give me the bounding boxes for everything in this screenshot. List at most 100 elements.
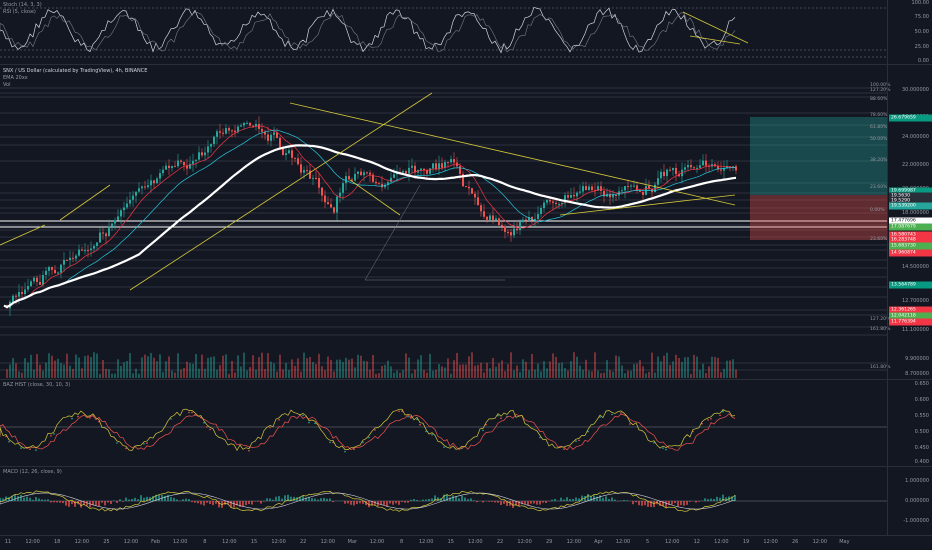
- candle-body: [24, 289, 26, 294]
- candle-body: [42, 275, 44, 285]
- macd-histogram-bar: [620, 500, 622, 501]
- volume-bar: [654, 372, 656, 378]
- volume-bar: [555, 357, 557, 378]
- volume-bar: [102, 360, 104, 378]
- volume-bar: [360, 355, 362, 378]
- candle-body: [87, 250, 89, 252]
- candle-body: [72, 257, 74, 259]
- candle-body: [504, 226, 506, 232]
- time-tick: 12:00: [615, 539, 631, 545]
- macd-histogram-bar: [350, 501, 352, 505]
- candle-body: [507, 231, 509, 233]
- volume-bar: [606, 360, 608, 378]
- candle-body: [384, 184, 386, 188]
- volume-bar: [345, 357, 347, 378]
- macd-histogram-bar: [662, 501, 664, 507]
- time-tick: 15: [250, 539, 258, 545]
- stoch-rsi-pane[interactable]: Stoch (14, 3, 3) RSI (5, close) 100.00 7…: [0, 0, 932, 65]
- candle-body: [714, 164, 716, 167]
- price-tag: 17.087679: [889, 223, 932, 231]
- time-tick: Mar: [347, 539, 358, 545]
- macd-line: [0, 490, 736, 512]
- volume-bar: [78, 357, 80, 378]
- baz-dot: [719, 414, 721, 417]
- macd-histogram-bar: [362, 501, 364, 504]
- baz-pane[interactable]: BAZ HIST (close, 30, 10, 3) 0.650 0.600 0.…: [0, 380, 932, 467]
- candle-body: [84, 250, 86, 252]
- main-price-axis[interactable]: 30.00000026.00000024.00000022.00000020.0…: [887, 65, 932, 379]
- volume-bar: [516, 365, 518, 378]
- stoch-tick: 0.00: [917, 58, 929, 64]
- macd-histogram-bar: [464, 497, 466, 501]
- macd-plot[interactable]: MACD (12, 26, close, 9): [0, 467, 888, 535]
- ema-label[interactable]: EMA 20xx: [3, 75, 28, 81]
- baz-dot: [248, 449, 250, 452]
- volume-bar: [303, 352, 305, 378]
- volume-bar: [603, 372, 605, 378]
- volume-bar: [393, 372, 395, 378]
- baz-price-axis[interactable]: 0.650 0.600 0.550 0.500 0.450 0.400: [887, 380, 932, 466]
- macd-histogram-bar: [59, 501, 61, 503]
- macd-label[interactable]: MACD (12, 26, close, 9): [3, 469, 62, 475]
- candle-body: [192, 160, 194, 164]
- rsi-label[interactable]: RSI (5, close): [3, 9, 36, 15]
- main-price-pane[interactable]: SNX / US Dollar (calculated by TradingVi…: [0, 65, 932, 380]
- volume-bar: [300, 371, 302, 378]
- stoch-d-line: [0, 11, 736, 53]
- baz-label[interactable]: BAZ HIST (close, 30, 10, 3): [3, 382, 71, 388]
- macd-histogram-bar: [722, 494, 724, 501]
- candle-body: [690, 165, 692, 168]
- candle-body: [705, 160, 707, 166]
- time-tick: 5: [646, 539, 650, 545]
- macd-histogram-bar: [275, 496, 277, 501]
- candle-body: [573, 195, 575, 197]
- macd-histogram-bar: [260, 501, 262, 504]
- candle-body: [147, 185, 149, 188]
- stoch-plot[interactable]: Stoch (14, 3, 3) RSI (5, close): [0, 0, 888, 64]
- symbol-title[interactable]: SNX / US Dollar (calculated by TradingVi…: [3, 68, 148, 74]
- volume-bar: [537, 363, 539, 378]
- volume-bar: [348, 359, 350, 378]
- main-plot[interactable]: SNX / US Dollar (calculated by TradingVi…: [0, 65, 890, 379]
- macd-price-axis[interactable]: 1.000000 0.000000 -1.000000: [887, 467, 932, 535]
- candle-body: [360, 171, 362, 176]
- macd-histogram-bar: [305, 497, 307, 501]
- candle-body: [315, 177, 317, 179]
- time-tick: 22: [300, 539, 307, 545]
- baz-dot: [20, 447, 22, 449]
- candle-body: [114, 220, 116, 224]
- time-tick: 18: [54, 539, 61, 545]
- candle-body: [537, 214, 539, 219]
- macd-histogram-bar: [155, 494, 157, 501]
- candle-body: [222, 132, 224, 134]
- volume-bar: [429, 353, 431, 378]
- macd-histogram-bar: [194, 501, 196, 503]
- candle-body: [414, 165, 416, 173]
- time-axis[interactable]: 11 12:00 18 12:00 25 12:00 Feb 12:00 8 12:00 15 12:…: [0, 536, 932, 550]
- volume-bar: [147, 356, 149, 378]
- stoch-label[interactable]: Stoch (14, 3, 3): [3, 2, 42, 8]
- volume-label[interactable]: Vol: [3, 82, 11, 88]
- volume-bar: [501, 360, 503, 378]
- macd-pane[interactable]: MACD (12, 26, close, 9) 1.000000 0.000000…: [0, 467, 932, 536]
- volume-bar: [693, 354, 695, 378]
- macd-histogram-bar: [203, 501, 205, 506]
- baz-dot: [362, 441, 364, 443]
- volume-bar: [270, 361, 272, 378]
- volume-bar: [132, 373, 134, 378]
- volume-bar: [579, 365, 581, 378]
- macd-histogram-bar: [467, 499, 469, 501]
- candle-body: [264, 131, 266, 135]
- baz-plot[interactable]: BAZ HIST (close, 30, 10, 3): [0, 380, 888, 466]
- volume-bar: [231, 360, 233, 378]
- macd-histogram-bar: [68, 501, 70, 507]
- macd-histogram-bar: [353, 501, 355, 506]
- candle-body: [36, 277, 38, 282]
- volume-bar: [264, 369, 266, 378]
- candle-body: [498, 218, 500, 226]
- stoch-price-axis[interactable]: 100.00 75.00 50.00 25.00 0.00: [887, 0, 932, 64]
- volume-bar: [294, 365, 296, 378]
- time-tick: 12:00: [566, 539, 582, 545]
- volume-bar: [363, 360, 365, 378]
- candle-body: [678, 174, 680, 177]
